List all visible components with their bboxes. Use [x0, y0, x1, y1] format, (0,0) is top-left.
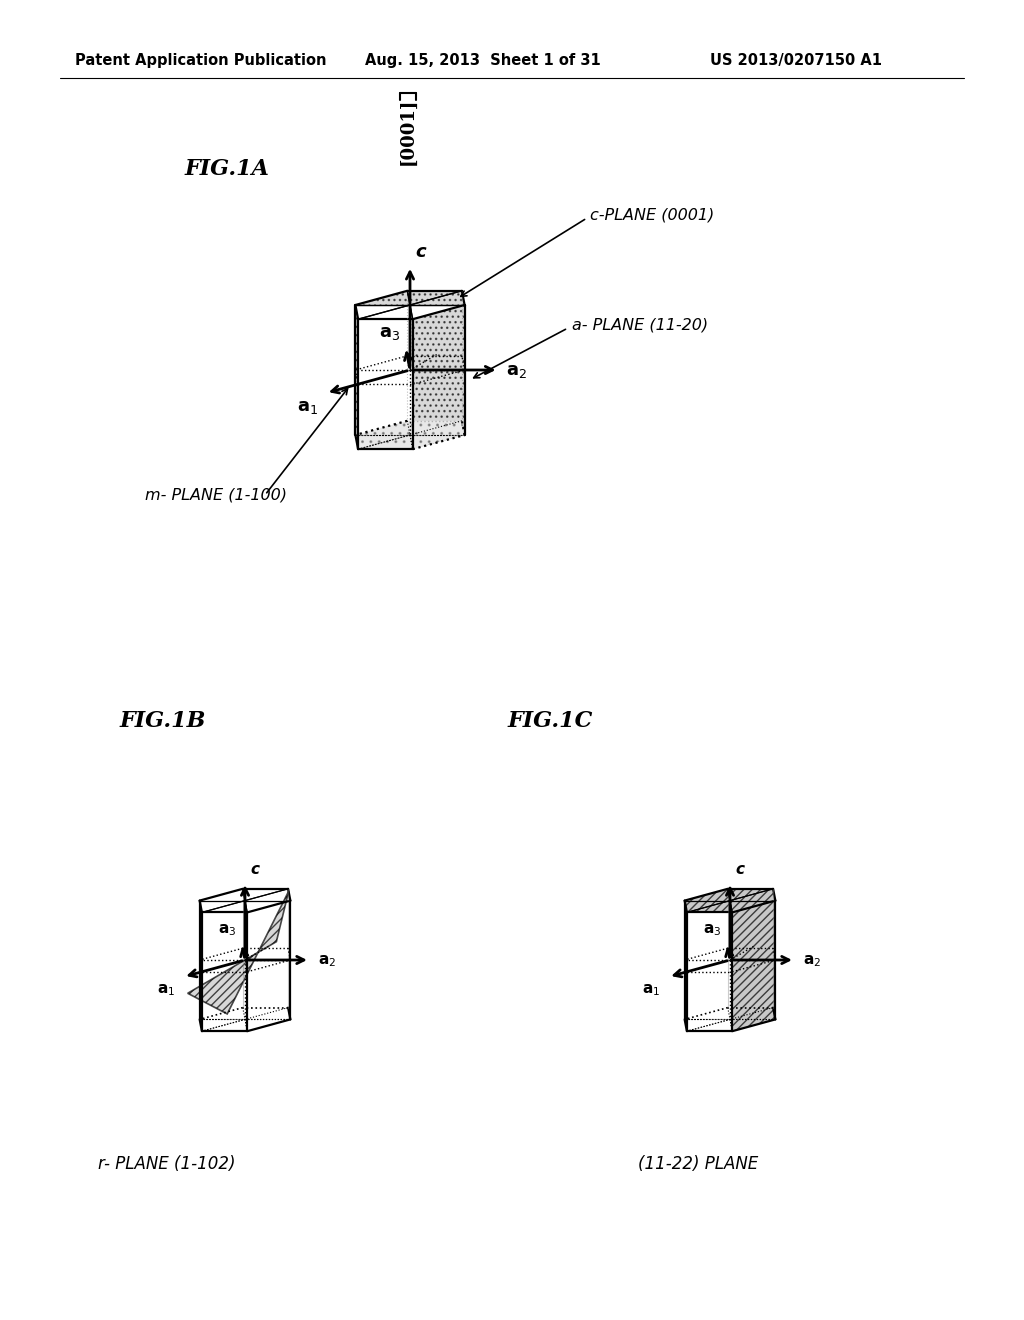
- Text: c-PLANE (0001): c-PLANE (0001): [590, 207, 715, 223]
- Polygon shape: [687, 912, 732, 1031]
- Text: US 2013/0207150 A1: US 2013/0207150 A1: [710, 53, 882, 69]
- Polygon shape: [358, 319, 413, 449]
- Polygon shape: [202, 912, 247, 1031]
- Polygon shape: [355, 305, 465, 319]
- Text: m- PLANE (1-100): m- PLANE (1-100): [145, 487, 287, 503]
- Polygon shape: [685, 900, 687, 1031]
- Polygon shape: [200, 900, 202, 1031]
- Polygon shape: [773, 888, 775, 1019]
- Text: a$_3$: a$_3$: [218, 923, 237, 939]
- Polygon shape: [732, 900, 775, 1031]
- Polygon shape: [247, 900, 291, 1031]
- Polygon shape: [200, 1007, 291, 1031]
- Text: a$_3$: a$_3$: [379, 323, 400, 342]
- Polygon shape: [187, 891, 289, 1014]
- Text: a$_2$: a$_2$: [803, 953, 821, 969]
- Polygon shape: [685, 900, 687, 1031]
- Text: Patent Application Publication: Patent Application Publication: [75, 53, 327, 69]
- Text: a$_1$: a$_1$: [297, 397, 318, 416]
- Polygon shape: [462, 290, 465, 436]
- Text: [0001]: [0001]: [399, 98, 417, 165]
- Text: a$_3$: a$_3$: [703, 923, 722, 939]
- Text: a$_2$: a$_2$: [507, 362, 527, 380]
- Polygon shape: [200, 888, 291, 912]
- Text: a- PLANE (11-20): a- PLANE (11-20): [572, 318, 709, 333]
- Text: c: c: [735, 862, 744, 878]
- Polygon shape: [355, 421, 465, 449]
- Text: FIG.1A: FIG.1A: [185, 158, 270, 180]
- Text: c: c: [415, 243, 426, 261]
- Polygon shape: [685, 888, 775, 912]
- Polygon shape: [413, 305, 465, 449]
- Text: a$_1$: a$_1$: [642, 982, 660, 998]
- Text: a$_2$: a$_2$: [317, 953, 336, 969]
- Polygon shape: [355, 305, 358, 449]
- Text: FIG.1C: FIG.1C: [508, 710, 593, 733]
- Text: a$_1$: a$_1$: [158, 982, 175, 998]
- Text: (11-22) PLANE: (11-22) PLANE: [638, 1155, 758, 1173]
- Polygon shape: [355, 290, 465, 305]
- Text: c: c: [250, 862, 259, 878]
- Polygon shape: [288, 888, 291, 1019]
- Text: Aug. 15, 2013  Sheet 1 of 31: Aug. 15, 2013 Sheet 1 of 31: [365, 53, 601, 69]
- Text: r- PLANE (1-102): r- PLANE (1-102): [98, 1155, 236, 1173]
- Text: FIG.1B: FIG.1B: [120, 710, 207, 733]
- Polygon shape: [685, 1007, 775, 1031]
